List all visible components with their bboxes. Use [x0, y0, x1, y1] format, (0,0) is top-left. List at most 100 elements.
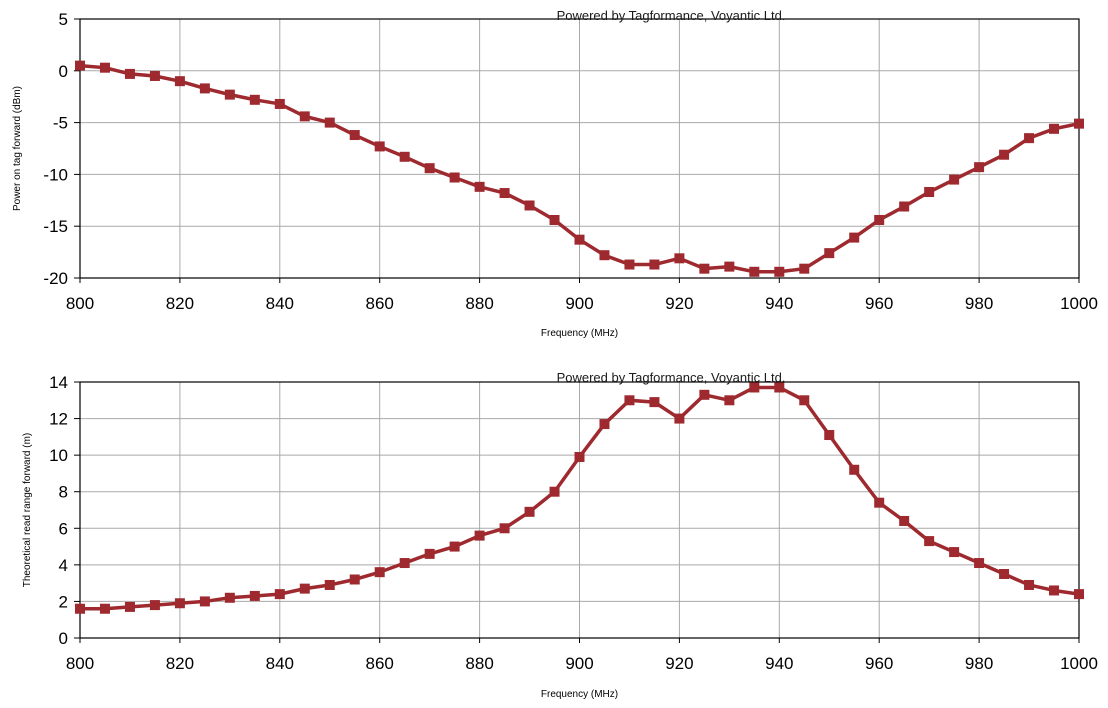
- data-point: [499, 523, 510, 534]
- data-point: [324, 117, 335, 128]
- data-point: [549, 214, 560, 225]
- data-point: [974, 558, 985, 569]
- data-point: [1074, 589, 1084, 600]
- data-point: [799, 263, 810, 274]
- chart-2: 800 820 840 860 880 900 920 940 960 980 1000 0 2 4 6 8 1…: [22, 370, 1098, 700]
- data-point: [349, 574, 360, 585]
- data-point: [124, 601, 135, 612]
- x-tick-label: 840: [266, 654, 294, 673]
- data-point: [774, 382, 785, 393]
- data-point: [574, 451, 585, 462]
- chart-1: 800 820 840 860 880 900 920 940 960 980 1000 -20 -15…: [12, 8, 1098, 339]
- x-tick-label: 940: [765, 294, 793, 313]
- data-point: [99, 603, 110, 614]
- data-point: [399, 558, 410, 569]
- data-point: [749, 266, 760, 277]
- data-point: [149, 600, 160, 611]
- data-point: [449, 172, 460, 183]
- data-point: [299, 583, 310, 594]
- watermark-text: Powered by Tagformance, Voyantic Ltd.: [557, 8, 786, 23]
- data-point: [274, 589, 285, 600]
- data-point: [399, 151, 410, 162]
- y-tick-label: 10: [49, 446, 68, 465]
- data-point: [824, 248, 835, 259]
- data-point: [649, 259, 660, 270]
- data-point: [349, 130, 360, 141]
- data-point: [299, 111, 310, 122]
- data-point: [849, 464, 860, 475]
- y-tick-label: -15: [43, 217, 68, 236]
- x-tick-label: 1000: [1060, 654, 1098, 673]
- y-tick-label: 14: [49, 373, 68, 392]
- data-point: [924, 536, 935, 547]
- data-point: [499, 188, 510, 199]
- data-point: [424, 163, 435, 174]
- y-tick-label: 12: [49, 410, 68, 429]
- x-tick-label: 900: [565, 654, 593, 673]
- data-point: [649, 397, 660, 408]
- data-point: [274, 98, 285, 109]
- data-point: [199, 83, 210, 94]
- data-point: [874, 497, 885, 508]
- data-point: [75, 603, 85, 614]
- data-point: [624, 395, 635, 406]
- data-point: [824, 430, 835, 441]
- data-point: [149, 70, 160, 81]
- x-tick-label: 980: [965, 294, 993, 313]
- y-tick-label: 5: [59, 10, 68, 29]
- data-point: [424, 548, 435, 559]
- y-tick-label: 0: [59, 629, 68, 648]
- data-point: [724, 261, 735, 272]
- x-axis-title: Frequency (MHz): [541, 328, 618, 339]
- data-point: [549, 486, 560, 497]
- data-point: [899, 201, 910, 212]
- data-point: [799, 395, 810, 406]
- data-point: [524, 200, 535, 211]
- watermark-text: Powered by Tagformance, Voyantic Ltd.: [557, 370, 786, 385]
- y-axis-title: Power on tag forward (dBm): [12, 86, 23, 211]
- data-point: [724, 395, 735, 406]
- data-point: [199, 596, 210, 607]
- y-axis-title: Theoretical read range forward (m): [22, 433, 33, 588]
- data-point: [699, 389, 710, 400]
- data-point: [624, 259, 635, 270]
- data-point: [174, 76, 185, 87]
- data-point: [599, 419, 610, 430]
- x-tick-label: 920: [665, 294, 693, 313]
- x-tick-label: 800: [66, 294, 94, 313]
- x-tick-label: 960: [865, 654, 893, 673]
- x-tick-label: 960: [865, 294, 893, 313]
- data-point: [749, 382, 760, 393]
- x-tick-label: 880: [465, 654, 493, 673]
- y-tick-label: -10: [43, 165, 68, 184]
- y-tick-label: 8: [59, 483, 68, 502]
- y-tick-label: 2: [59, 592, 68, 611]
- plot-frame: [79, 18, 1080, 279]
- plot-frame: [79, 381, 1080, 639]
- data-point: [949, 547, 960, 558]
- x-tick-label: 820: [166, 294, 194, 313]
- x-tick-label: 800: [66, 654, 94, 673]
- data-point: [174, 598, 185, 609]
- data-point: [249, 94, 260, 105]
- x-tick-label: 920: [665, 654, 693, 673]
- data-point: [774, 266, 785, 277]
- y-tick-label: -20: [43, 269, 68, 288]
- data-point: [874, 214, 885, 225]
- data-point: [1049, 585, 1060, 596]
- x-tick-label: 880: [465, 294, 493, 313]
- data-point: [599, 250, 610, 261]
- data-point: [674, 413, 685, 424]
- data-point: [75, 60, 85, 71]
- data-point: [849, 232, 860, 243]
- data-point: [374, 567, 385, 578]
- data-point: [374, 141, 385, 152]
- data-point: [999, 569, 1010, 579]
- data-point: [324, 579, 335, 590]
- data-point: [524, 506, 535, 517]
- x-tick-label: 820: [166, 654, 194, 673]
- data-point: [1024, 579, 1035, 590]
- data-point: [699, 263, 710, 274]
- data-point: [1049, 123, 1060, 134]
